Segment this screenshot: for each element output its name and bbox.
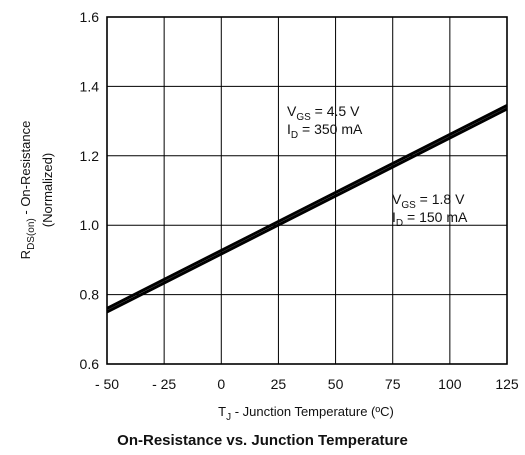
x-tick-label: 50	[328, 376, 344, 392]
y-tick-labels: 0.6 0.8 1.0 1.2 1.4 1.6	[80, 9, 100, 372]
y-tick-label: 0.8	[80, 287, 100, 303]
annotation-2-id: ID = 150 mA	[392, 209, 468, 229]
chart: - 50 - 25 0 25 50 75 100 125 0.6 0.8 1.0 1.2 1.4 1.6…	[18, 9, 519, 423]
x-tick-label: 75	[385, 376, 401, 392]
y-tick-label: 1.4	[80, 78, 100, 94]
x-tick-labels: - 50 - 25 0 25 50 75 100 125	[95, 376, 519, 392]
y-tick-label: 1.2	[80, 148, 100, 164]
annotation-2-vgs: VGS = 1.8 V	[392, 191, 465, 211]
series-line-2	[106, 107, 508, 314]
x-tick-label: 25	[271, 376, 287, 392]
y-tick-label: 1.6	[80, 9, 100, 25]
chart-title: On-Resistance vs. Junction Temperature	[117, 432, 408, 449]
annotation-1-vgs: VGS = 4.5 V	[287, 103, 360, 123]
x-axis-title: TJ - Junction Temperature (ºC)	[218, 404, 394, 423]
y-axis-title: RDS(on) - On-Resistance	[18, 121, 37, 260]
y-tick-label: 1.0	[80, 217, 100, 233]
y-tick-label: 0.6	[80, 356, 100, 372]
series-group	[106, 104, 508, 314]
x-tick-label: 0	[217, 376, 225, 392]
x-tick-label: - 50	[95, 376, 119, 392]
plot-frame	[106, 16, 508, 365]
x-tick-label: 125	[495, 376, 519, 392]
series-line-1	[106, 104, 508, 310]
y-axis-title-line2: (Normalized)	[40, 153, 55, 227]
annotation-1-id: ID = 350 mA	[287, 121, 363, 141]
x-tick-label: 100	[438, 376, 462, 392]
x-tick-label: - 25	[152, 376, 176, 392]
